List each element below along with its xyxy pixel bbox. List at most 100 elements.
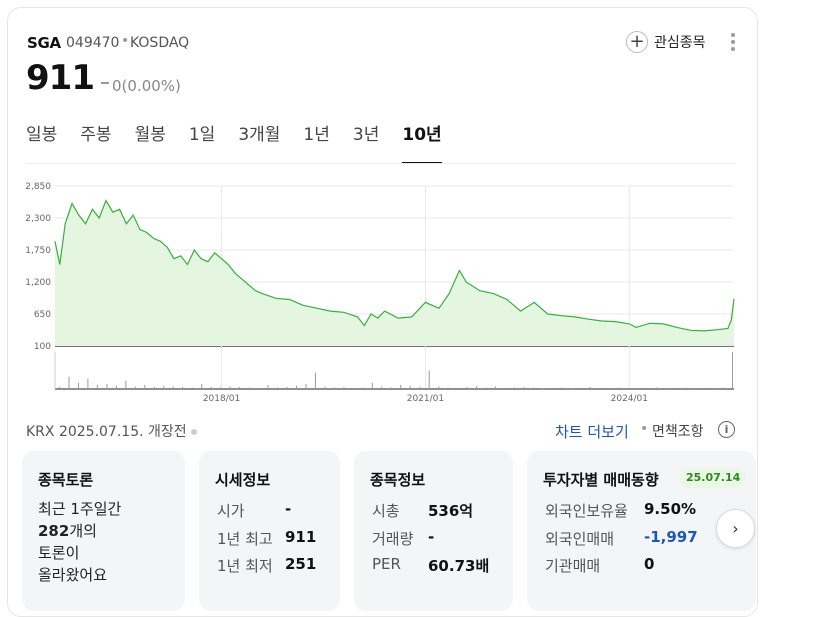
discussion-line-4: 올라왔어요: [38, 566, 108, 584]
volume-label: 거래량: [372, 530, 414, 548]
info-icon[interactable]: i: [718, 421, 735, 438]
volume-bar: [182, 386, 184, 389]
volume-bar: [656, 387, 658, 389]
y-tick-label: 1,200: [25, 278, 51, 288]
date-badge: 25.07.14: [680, 468, 747, 488]
volume-bar: [542, 388, 544, 389]
volume-bar: [665, 388, 667, 389]
volume-bar: [447, 387, 449, 389]
volume-bar: [589, 386, 591, 389]
stock-info-title: 종목정보: [370, 471, 426, 489]
volume-bar: [96, 384, 98, 389]
tab-1day[interactable]: 1일: [188, 125, 216, 145]
volume-bar: [390, 387, 392, 389]
volume-bar: [400, 384, 402, 389]
volume-bar: [258, 387, 260, 389]
volume-bar: [267, 384, 269, 389]
volume-bar: [684, 387, 686, 389]
volume-bar: [732, 352, 733, 389]
volume-bar: [239, 386, 241, 389]
y-tick-label: 650: [34, 310, 51, 320]
market-cap-label: 시총: [372, 502, 400, 520]
y-tick-label: 100: [34, 342, 51, 352]
y-tick-label: 2,850: [25, 182, 51, 192]
price-line: [54, 199, 735, 332]
volume-bar: [125, 380, 127, 389]
volume-bar: [191, 387, 193, 389]
discussion-count: 282: [38, 522, 70, 540]
volume-bar: [580, 387, 582, 389]
volume-bar: [495, 386, 496, 389]
y-tick-label: 1,750: [25, 246, 51, 256]
price-chart[interactable]: 2,850 2,300 1,750 1,200 650 100 2018/01 2021/01…: [18, 170, 740, 405]
tab-1year[interactable]: 1년: [303, 125, 330, 145]
tab-daily[interactable]: 일봉: [26, 125, 58, 145]
per-label: PER: [372, 555, 401, 573]
more-chart-link[interactable]: 차트 더보기: [555, 423, 629, 441]
volume-bar: [409, 385, 411, 389]
institution-trade-label: 기관매매: [545, 557, 601, 575]
market-info-title: 시세정보: [215, 471, 271, 489]
data-source-text: KRX 2025.07.15. 개장전: [26, 424, 187, 440]
next-panel-button[interactable]: ›: [716, 509, 755, 548]
discussion-summary: 최근 1주일간 282개의 토론이 올라왔어요: [38, 498, 121, 586]
volume-bar: [115, 385, 117, 389]
price-change: 0(0.00%): [112, 77, 181, 95]
volume-bar: [210, 386, 212, 389]
volume-bar: [627, 387, 629, 389]
stock-info-panel[interactable]: 종목정보 시총 536억 거래량 - PER 60.73배: [354, 451, 513, 611]
per-value: 60.73배: [428, 557, 490, 575]
institution-trade-value: 0: [644, 555, 655, 573]
volume-bar: [599, 388, 601, 389]
x-tick-label: 2024/01: [611, 394, 648, 404]
volume-bar: [59, 386, 60, 389]
volume-bar: [532, 387, 534, 389]
volume-bar: [523, 386, 525, 389]
volume-bar: [570, 388, 572, 389]
volume-bar: [78, 382, 79, 389]
volume-bar: [87, 378, 89, 389]
volume-bar: [286, 386, 288, 389]
foreign-holding-label: 외국인보유율: [545, 502, 628, 520]
volume-bar: [333, 387, 335, 389]
market-info-panel[interactable]: 시세정보 시가 - 1년 최고 911 1년 최저 251: [199, 451, 340, 611]
volume-bar: [371, 382, 373, 389]
add-favorite-button[interactable]: + 관심종목: [626, 31, 706, 53]
year-low-label: 1년 최저: [217, 557, 273, 575]
favorite-label: 관심종목: [654, 35, 706, 51]
footer-separator: •: [640, 421, 649, 437]
current-price: 911: [26, 58, 95, 98]
data-source: KRX 2025.07.15. 개장전: [26, 421, 197, 441]
period-tabs: 일봉 주봉 월봉 1일 3개월 1년 3년 10년: [26, 120, 465, 164]
x-tick-label: 2018/01: [203, 394, 240, 404]
plus-icon: +: [626, 31, 648, 53]
volume-bar: [637, 388, 639, 389]
tab-weekly[interactable]: 주봉: [80, 125, 112, 145]
tab-3month[interactable]: 3개월: [238, 125, 281, 145]
discussion-panel[interactable]: 종목토론 최근 1주일간 282개의 토론이 올라왔어요: [22, 451, 185, 611]
volume-bar: [201, 384, 203, 389]
stock-code: 049470: [66, 35, 120, 51]
volume-bar: [438, 386, 440, 389]
volume-bar: [248, 387, 250, 389]
volume-bar: [551, 387, 553, 389]
volume-bar: [343, 386, 345, 389]
volume-bar: [305, 384, 307, 389]
volume-bar: [476, 386, 478, 389]
tab-10year[interactable]: 10년: [402, 120, 442, 164]
volume-bar: [722, 387, 724, 389]
tab-monthly[interactable]: 월봉: [134, 125, 166, 145]
year-high-value: 911: [285, 528, 317, 546]
volume-bar: [703, 387, 705, 389]
volume-bar: [296, 385, 297, 389]
disclaimer-link[interactable]: 면책조항: [652, 424, 704, 440]
more-options-icon[interactable]: [729, 33, 737, 51]
volume-bar: [713, 388, 714, 389]
open-label: 시가: [217, 502, 245, 520]
discussion-line-2: 282개의: [38, 520, 121, 542]
volume-bar: [457, 387, 459, 389]
volume-value: -: [428, 528, 435, 546]
tab-3year[interactable]: 3년: [352, 125, 380, 145]
discussion-line-3: 토론이: [38, 544, 80, 562]
volume-bar: [694, 388, 696, 389]
